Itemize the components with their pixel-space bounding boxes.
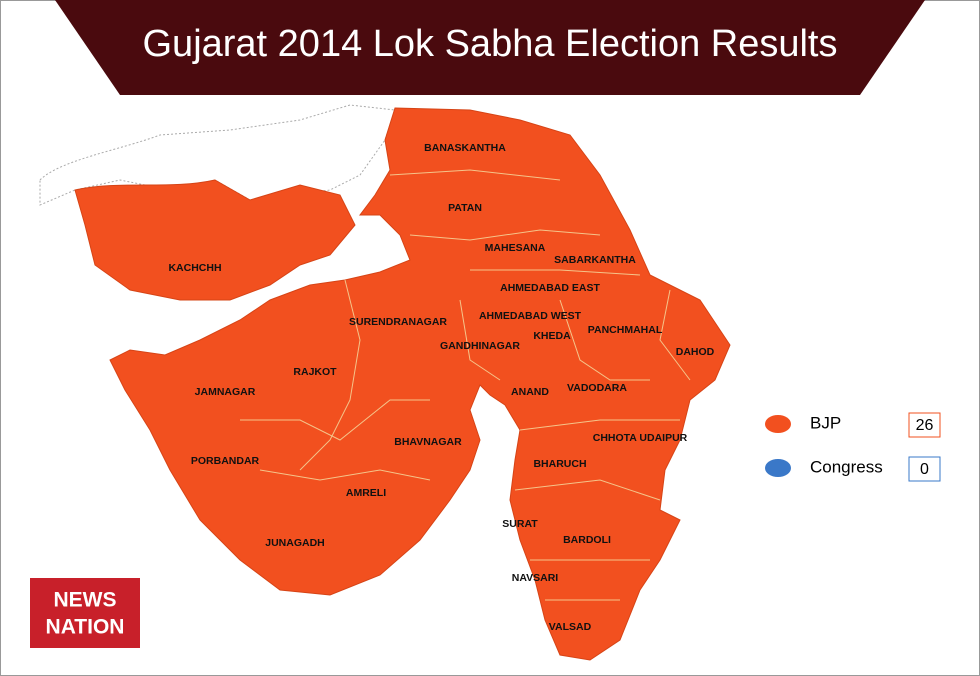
region-label: DAHOD (676, 346, 715, 358)
region-label: PATAN (448, 202, 482, 214)
region-label: SURENDRANAGAR (349, 316, 447, 328)
title-banner (55, 0, 925, 95)
seat-count: 0 (920, 461, 929, 478)
logo-text: NATION (46, 616, 125, 639)
region-label: SURAT (502, 518, 538, 530)
mainland-region (109, 107, 731, 661)
region-label: VALSAD (549, 621, 592, 633)
region-label: BHARUCH (533, 458, 586, 470)
legend-swatch (765, 415, 791, 433)
region-label: KHEDA (533, 330, 571, 342)
logo-text: NEWS (54, 589, 117, 612)
region-label: AHMEDABAD WEST (479, 310, 582, 322)
region-labels: BANASKANTHA PATAN MAHESANA SABARKANTHA AHMED… (168, 142, 714, 633)
seat-box (908, 456, 941, 482)
region-label: AMRELI (346, 487, 386, 499)
region-label: BANASKANTHA (424, 142, 506, 154)
region-label: JAMNAGAR (195, 386, 256, 398)
logo-box (30, 578, 140, 648)
region-label: BHAVNAGAR (394, 436, 462, 448)
region-label: PANCHMAHAL (588, 324, 663, 336)
region-label: RAJKOT (293, 366, 337, 378)
region-label: KACHCHH (168, 262, 221, 274)
region-label: NAVSARI (512, 572, 559, 584)
legend: BJP 26 Congress 0 (765, 412, 941, 482)
title: Gujarat 2014 Lok Sabha Election Results (143, 23, 838, 65)
map (39, 104, 731, 661)
region-label: VADODARA (567, 382, 627, 394)
region-label: SABARKANTHA (554, 254, 636, 266)
region-label: CHHOTA UDAIPUR (593, 432, 688, 444)
legend-swatch (765, 459, 791, 477)
region-label: BARDOLI (563, 534, 611, 546)
region-label: ANAND (511, 386, 549, 398)
kachchh-region (74, 179, 356, 301)
legend-name: Congress (810, 457, 883, 476)
region-label: GANDHINAGAR (440, 340, 520, 352)
seat-box (908, 412, 941, 438)
region-label: AHMEDABAD EAST (500, 282, 600, 294)
district-borders (240, 169, 691, 601)
rann-outline (39, 104, 396, 206)
region-label: MAHESANA (485, 242, 546, 254)
region-label: JUNAGADH (265, 537, 325, 549)
seat-count: 26 (916, 417, 934, 434)
legend-name: BJP (810, 413, 841, 432)
region-label: PORBANDAR (191, 455, 260, 467)
